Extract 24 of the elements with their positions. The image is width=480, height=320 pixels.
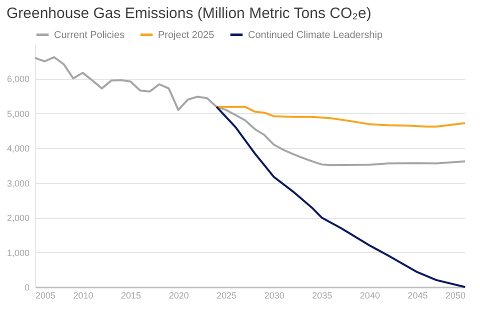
line-series <box>34 56 466 166</box>
line-series <box>216 106 466 128</box>
x-tick-label: 2015 <box>121 290 142 300</box>
y-tick-label: 3,000 <box>6 178 30 188</box>
x-tick-label: 2025 <box>216 290 237 300</box>
chart-title: Greenhouse Gas Emissions (Million Metric Tons CO₂e) <box>6 5 372 22</box>
x-tick-label: 2020 <box>168 290 189 300</box>
x-tick-label: 2045 <box>408 290 428 300</box>
line-series <box>216 106 466 288</box>
legend-label: Continued Climate Leadership <box>248 30 383 41</box>
x-tick-label: 2010 <box>73 290 94 300</box>
x-tick-label: 2040 <box>360 290 380 300</box>
y-tick-label: 0 <box>24 282 30 292</box>
y-tick-label: 4,000 <box>6 144 30 154</box>
x-tick-label: 2005 <box>36 290 56 300</box>
y-tick-label: 2,000 <box>6 213 30 224</box>
legend-label: Project 2025 <box>158 30 215 41</box>
y-tick-label: 1,000 <box>6 248 30 258</box>
y-tick-label: 5,000 <box>6 108 30 119</box>
y-tick-label: 6,000 <box>6 74 30 84</box>
x-tick-label: 2050 <box>445 290 466 300</box>
legend-label: Current Policies <box>54 30 125 41</box>
x-tick-label: 2030 <box>264 290 284 300</box>
x-tick-label: 2035 <box>312 290 332 300</box>
